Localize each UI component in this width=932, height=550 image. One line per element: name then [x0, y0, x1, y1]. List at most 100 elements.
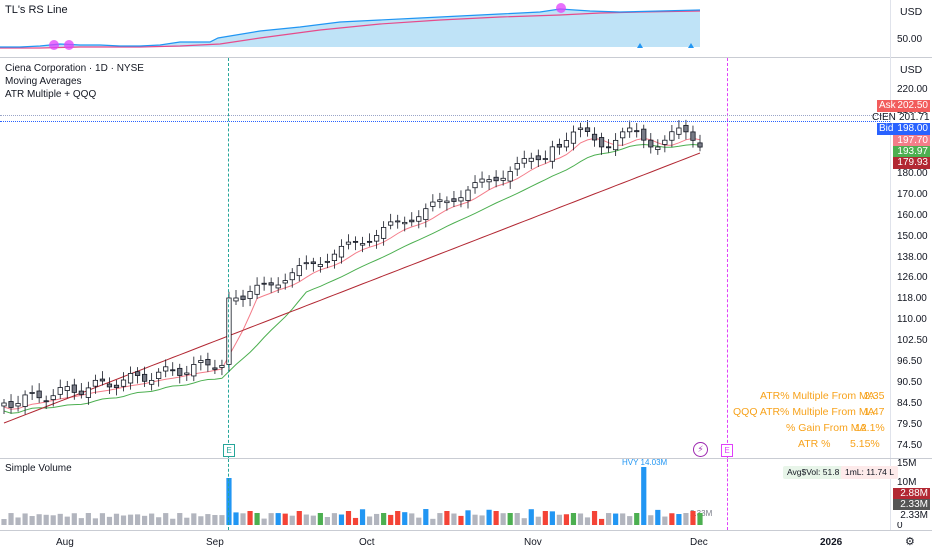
volume-earnings-line [228, 459, 229, 530]
vol-tag-gray-2: 2.33M [893, 510, 930, 522]
volume-bar [627, 516, 633, 525]
candle-body [310, 261, 316, 265]
time-label-aug: Aug [56, 537, 74, 548]
volume-bar [542, 511, 548, 525]
volume-bar [1, 519, 7, 525]
future-earnings-marker[interactable]: E [721, 444, 733, 457]
candle-body [366, 240, 373, 243]
candle-body [479, 178, 485, 183]
candle-body [641, 128, 647, 141]
volume-bar [240, 513, 246, 525]
price-tick: 160.00 [897, 209, 928, 221]
candle-body [458, 197, 464, 202]
volume-bar [465, 510, 471, 525]
price-tick: 220.00 [897, 84, 928, 95]
volume-bar [261, 518, 267, 525]
volume-bar [268, 513, 274, 525]
candle-body [669, 131, 675, 141]
volume-bar [493, 511, 499, 525]
ask-value: 202.50 [897, 100, 928, 111]
stat-label-atr-multiple: ATR% Multiple From MA [760, 390, 875, 402]
vol-tag-gray: 2.33M [893, 499, 930, 511]
candle-body [268, 282, 274, 286]
ma-fast-line [3, 137, 701, 410]
volume-bar [528, 509, 534, 525]
candle-body [134, 371, 141, 376]
indicator-legend-atr[interactable]: ATR Multiple + QQQ [5, 89, 97, 100]
volume-future-line [727, 459, 728, 530]
candle-body [254, 284, 260, 295]
price-tick: 126.00 [897, 272, 928, 284]
symbol-title[interactable]: Ciena Corporation · 1D · NYSE [5, 63, 144, 74]
price-tick: 96.50 [897, 356, 923, 368]
volume-bar [57, 513, 63, 525]
candle-body [22, 394, 28, 407]
volume-bar [50, 515, 56, 525]
pane-divider[interactable] [0, 458, 932, 459]
earnings-marker[interactable]: E [223, 444, 235, 457]
bid-value: 198.00 [897, 123, 928, 134]
volume-bar [282, 513, 288, 525]
volume-bar [479, 515, 485, 525]
rs-line-plot[interactable] [0, 0, 890, 57]
volume-plot[interactable] [0, 459, 890, 530]
volume-bar [191, 513, 197, 525]
volume-bar [641, 467, 647, 525]
candle-body [345, 241, 352, 245]
volume-bar [613, 513, 619, 525]
volume-bar [598, 518, 605, 525]
future-earnings-line [727, 58, 728, 458]
candle-body [71, 384, 77, 393]
settings-gear-icon[interactable]: ⚙ [905, 536, 915, 548]
price-tick: 84.50 [897, 398, 923, 410]
iml-badge: 1mL: 11.74 L [841, 466, 898, 479]
stat-value-qqq-atr: 1.47 [864, 406, 885, 418]
volume-bar [317, 513, 323, 525]
candle-body [289, 272, 295, 281]
price-tick: 74.50 [897, 440, 923, 451]
last-price-line [0, 121, 890, 122]
volume-bar [120, 515, 127, 525]
volume-bar [219, 515, 225, 525]
candle-body [191, 364, 197, 377]
candle-body [598, 137, 605, 148]
volume-bar [570, 513, 577, 525]
candle-body [634, 130, 640, 133]
candle-body [57, 387, 63, 395]
stat-value-atr-pct: 5.15% [850, 438, 880, 450]
price-plot[interactable] [0, 58, 890, 458]
volume-bar [29, 516, 35, 525]
candle-body [563, 140, 570, 148]
volume-bar [620, 513, 626, 525]
candle-body [662, 139, 668, 145]
candle-body [549, 146, 555, 162]
ma-fast-tag: 197.70 [893, 135, 930, 147]
lightning-icon[interactable]: ⚡ [693, 442, 708, 457]
price-tick: 150.00 [897, 230, 928, 242]
candle-body [261, 282, 267, 285]
pane-divider[interactable] [0, 57, 932, 58]
vol-tag-red: 2.88M [893, 488, 930, 500]
volume-bar [205, 514, 211, 525]
candle-body [556, 143, 562, 148]
volume-bar [430, 518, 436, 525]
candle-body [388, 221, 394, 226]
volume-bar [78, 518, 84, 525]
ask-tag: Ask 202.50 [877, 100, 930, 112]
indicator-legend-ma[interactable]: Moving Averages [5, 76, 82, 87]
vol-tick-10m: 10M [897, 477, 917, 488]
volume-bar [416, 517, 422, 525]
volume-pane-title[interactable]: Simple Volume [5, 463, 72, 474]
volume-bar [113, 513, 120, 525]
candle-body [296, 265, 302, 277]
candle-body [430, 201, 436, 207]
candle-body [99, 378, 106, 382]
candle-body [8, 401, 14, 408]
volume-bar [395, 511, 401, 525]
candle-body [648, 139, 654, 148]
candle-body [324, 260, 330, 263]
candle-body [43, 400, 49, 403]
symbol-label: CIEN [872, 112, 896, 123]
volume-bar [233, 512, 239, 525]
candle-body [465, 189, 471, 201]
